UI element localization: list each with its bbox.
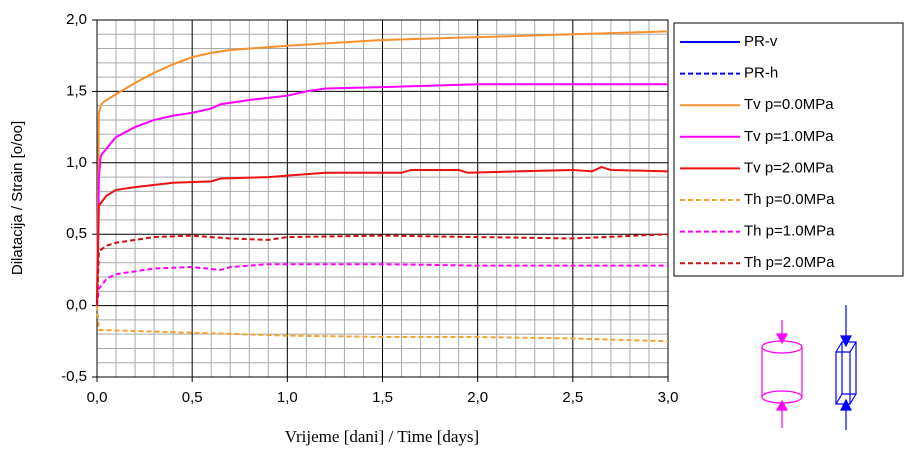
legend-box — [673, 22, 904, 277]
y-tick-label: 0,0 — [66, 297, 87, 314]
x-tick-label: 2,5 — [562, 389, 583, 406]
x-axis-label: Vrijeme [dani] / Time [days] — [285, 427, 479, 446]
plot-border — [96, 19, 669, 378]
y-axis-label: Dilatacija / Strain [o/oo] — [9, 121, 26, 275]
x-tick-label: 0,0 — [87, 389, 108, 406]
legend-label: Tv p=0.0MPa — [744, 96, 834, 113]
legend-label: Tv p=2.0MPa — [744, 159, 834, 176]
x-tick-label: 0,5 — [182, 389, 203, 406]
legend-label: PR-v — [744, 33, 778, 50]
y-tick-label: 2,0 — [66, 11, 87, 28]
y-tick-label: 0,5 — [66, 225, 87, 242]
y-tick-label: -0,5 — [61, 368, 87, 385]
legend-label: Th p=0.0MPa — [744, 191, 835, 208]
x-tick-label: 1,5 — [372, 389, 393, 406]
series-line — [96, 233, 669, 306]
legend-label: Th p=2.0MPa — [744, 254, 835, 271]
series-line — [96, 305, 669, 343]
x-tick-label: 2,0 — [467, 389, 488, 406]
legend-label: PR-h — [744, 65, 778, 82]
series-line — [96, 30, 669, 306]
legend-label: Tv p=1.0MPa — [744, 128, 834, 145]
x-tick-label: 1,0 — [277, 389, 298, 406]
load-icons — [761, 305, 857, 430]
series-line — [96, 83, 668, 306]
legend-label: Th p=1.0MPa — [744, 223, 835, 240]
plot: 0,0 0,5 1,0 1,5 2,0 2,5 3,0-0,50,00,51,01,52,0… — [61, 11, 835, 406]
x-tick-label: 3,0 — [658, 389, 679, 406]
series-line — [96, 166, 669, 306]
y-tick-label: 1,5 — [66, 82, 87, 99]
series-line — [96, 263, 668, 306]
y-tick-label: 1,0 — [66, 154, 87, 171]
